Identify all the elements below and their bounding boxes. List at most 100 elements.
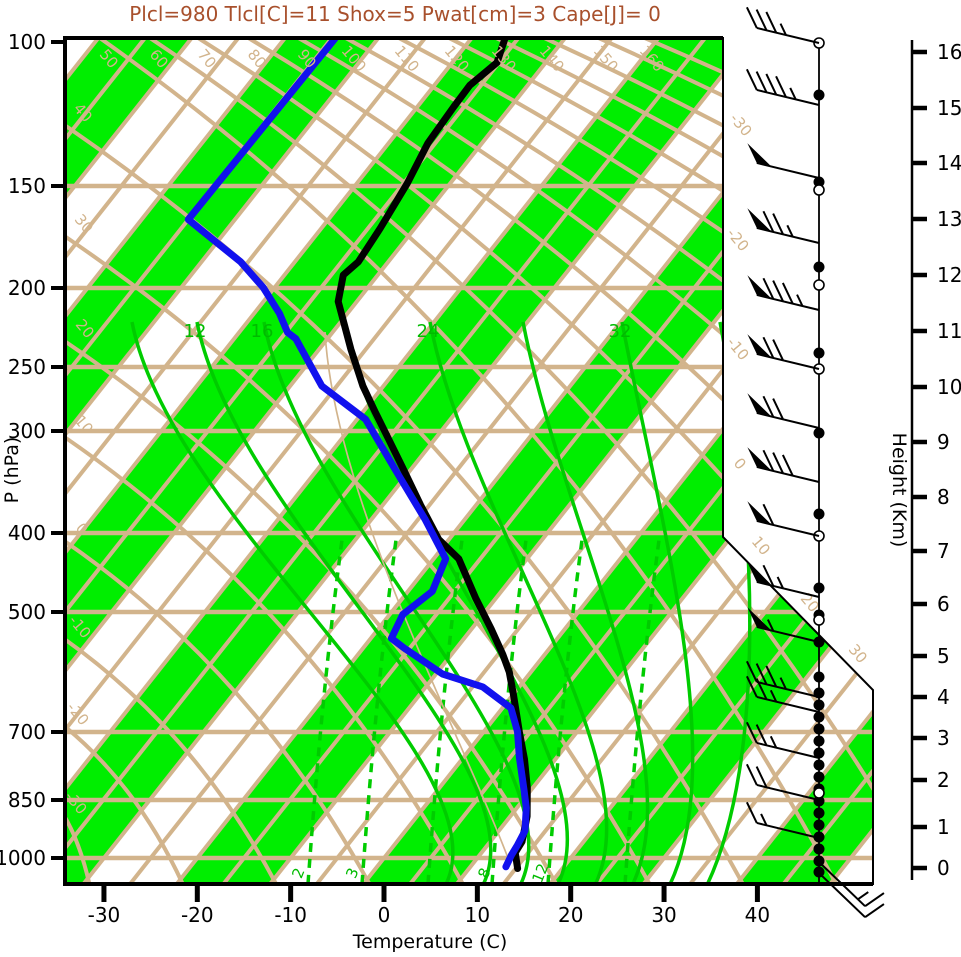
height-tick-label: 8 [937,485,950,509]
dry-adiabat-line [394,38,873,884]
pressure-tick-label: 150 [8,174,46,198]
isotherm-label: 10 [748,533,774,559]
barb-shaft [756,352,820,370]
wind-barb [818,872,885,918]
barb-shaft [818,872,866,918]
station-circle-filled [813,735,825,747]
isotherm-line [65,38,380,884]
barb-shaft [756,741,820,759]
station-circle-filled [813,759,825,771]
barb-full [745,68,758,91]
pressure-tick-label: 1000 [0,846,46,870]
isotherm-line [65,38,660,884]
barb-full [755,678,768,700]
barb-full [762,564,775,587]
height-axis-title: Height (Km) [888,433,910,548]
temp-tick [661,884,667,902]
barb-full [772,280,784,302]
height-tick-label: 12 [937,263,961,287]
wind-barb [747,143,820,179]
chart-outline-thick [63,36,873,886]
dewpoint-curve [184,38,530,871]
height-tick [912,777,927,783]
temp-tick-label: -20 [181,903,214,927]
barb-shaft [756,695,820,713]
barb-full [762,395,775,418]
moist-adiabat-line [620,321,695,884]
isotherm-label: -10 [723,334,753,364]
wind-barb [745,675,820,713]
height-tick [912,439,927,445]
barb-full [762,449,775,472]
barb-full [762,210,775,233]
dry-adiabat-line [95,38,838,884]
pressure-tick-label: 300 [8,419,46,443]
barb-half [769,735,778,749]
moist-adiabat-label: 12 [184,321,207,342]
temp-tick [101,884,107,902]
barb-half [779,677,787,690]
height-tick [912,694,927,700]
dry-adiabat-line [65,434,465,884]
barb-full [745,660,758,683]
isotherm-line [65,38,240,884]
height-tick [912,49,927,55]
barb-full [755,724,768,746]
moist-adiabat-label: 16 [251,321,274,342]
barb-full [772,398,784,420]
height-tick-label: 6 [937,592,950,616]
isotherm-line [65,38,474,884]
height-tick-label: 16 [937,40,961,64]
height-tick-label: 2 [937,768,950,792]
barb-flag [747,393,772,417]
dry-adiabat-line [444,38,873,884]
isotherm-line [128,38,800,884]
barb-shaft [756,26,820,44]
height-tick-label: 9 [937,430,950,454]
barb-shaft [756,519,820,537]
height-tick-label: 14 [937,151,961,175]
isotherm-line [735,38,873,884]
pressure-tick-label: 400 [8,521,46,545]
barb-shaft [756,411,820,429]
wind-barb [747,275,820,311]
barb-full [745,763,758,786]
height-tick-label: 0 [937,856,950,880]
station-circle-open [813,279,825,291]
wind-barb [747,501,820,537]
wind-barb-column [745,6,885,918]
height-tick [912,865,927,871]
isotherm-label: 30 [845,641,871,667]
height-tick [912,160,927,166]
pressure-tick [51,798,65,802]
barb-full [762,503,775,526]
barb-half [789,87,797,100]
mixing-ratio-label: 2 [288,865,308,881]
height-tick [912,548,927,554]
height-tick-label: 11 [937,319,961,343]
height-tick [912,601,927,607]
wind-barb [747,607,820,643]
barb-full [762,336,775,359]
temp-tick [381,884,387,902]
barb-full [864,903,885,918]
isotherm-band [65,38,379,884]
pressure-tick-label: 200 [8,276,46,300]
station-circle-filled [813,347,825,359]
barb-full [755,71,768,93]
pressure-axis: 100 150 200 250 300 400 500 700 850 1000 P (hPa) [0,30,65,870]
barb-full [772,339,784,361]
height-tick-label: 13 [937,207,961,231]
barb-full [772,213,784,235]
station-circle-filled [813,261,825,273]
isotherm-line [65,38,567,884]
pressure-tick-label: 700 [8,720,46,744]
height-tick [912,216,927,222]
station-circle-open [813,614,825,626]
barb-full [765,665,778,688]
wind-barb [747,562,820,598]
temperature-axis: -30 -20 -10 0 10 20 30 40 Temperature (C) [88,884,770,953]
